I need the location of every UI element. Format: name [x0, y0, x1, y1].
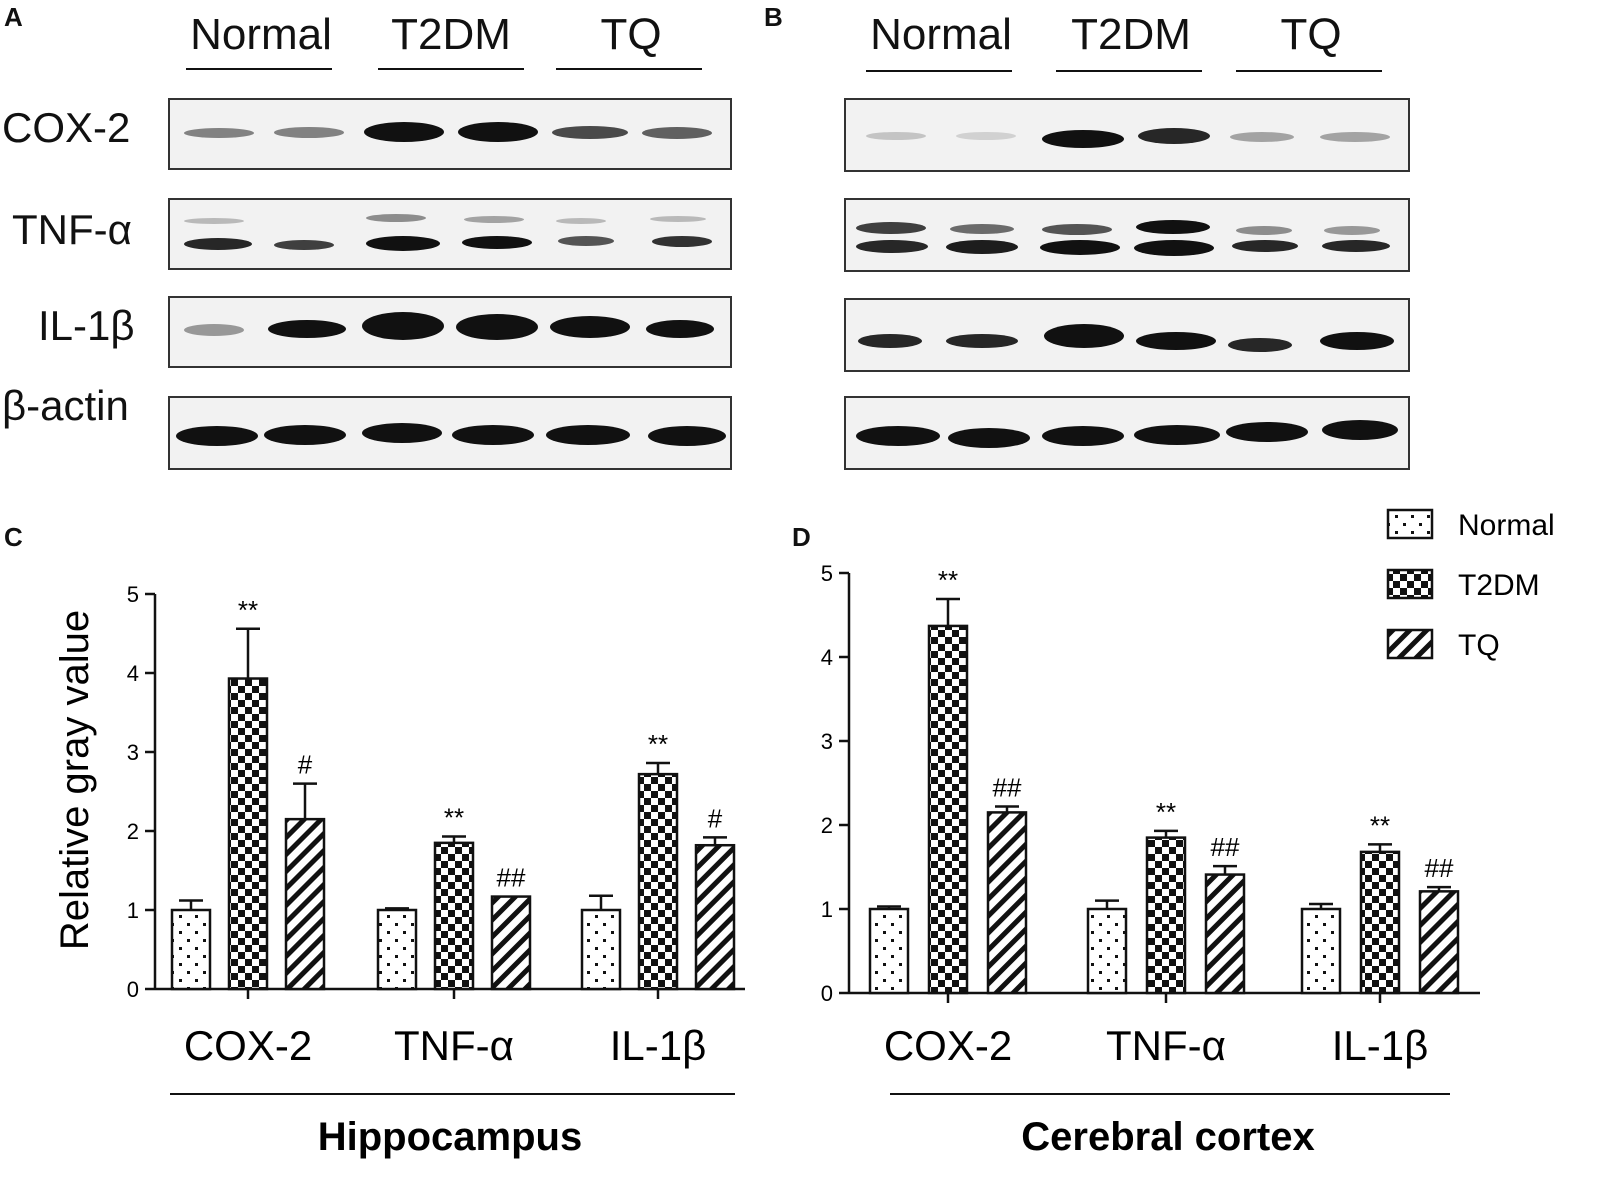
bar	[927, 624, 969, 995]
legend-swatch	[1386, 628, 1434, 660]
bar	[1418, 890, 1460, 995]
blot-strip-actin	[844, 396, 1410, 470]
bar	[868, 907, 910, 995]
blot-strip-tnf	[168, 198, 732, 270]
blot-group-line	[556, 68, 702, 70]
bar	[986, 811, 1028, 995]
bar	[1359, 850, 1401, 995]
y-tick-label: 4	[127, 661, 139, 686]
bar	[694, 843, 736, 991]
blot-label-tnf: TNF-α	[12, 206, 132, 253]
significance-mark: **	[444, 803, 464, 833]
y-tick-label: 3	[821, 729, 833, 754]
legend: Normal T2DM TQ	[1386, 508, 1555, 662]
significance-mark: ##	[993, 773, 1022, 803]
panel-label-d: D	[792, 522, 811, 552]
bar	[637, 772, 679, 991]
bar	[490, 895, 532, 991]
bar	[1204, 873, 1246, 995]
bar	[227, 677, 269, 991]
blot-group-line	[186, 68, 332, 70]
bar	[170, 908, 212, 991]
blot-group-label-tq: TQ	[1280, 10, 1342, 59]
panel-label-b: B	[764, 2, 783, 32]
x-category-label: COX-2	[184, 1022, 312, 1069]
x-category-label: TNF-α	[1106, 1022, 1226, 1069]
y-tick-label: 5	[821, 561, 833, 586]
blot-label-actin: β-actin	[2, 382, 129, 429]
blot-label-il1b: IL-1β	[38, 302, 135, 349]
significance-mark: **	[238, 595, 258, 625]
y-tick-label: 0	[127, 977, 139, 1002]
panel-label-c: C	[4, 522, 23, 552]
y-tick-label: 0	[821, 981, 833, 1006]
x-category-label: IL-1β	[610, 1022, 707, 1069]
legend-label: Normal	[1458, 509, 1555, 542]
blot-group-label-t2dm: T2DM	[391, 10, 511, 59]
blot-strip-actin	[168, 396, 732, 470]
legend-label: TQ	[1458, 629, 1500, 662]
x-category-label: TNF-α	[394, 1022, 514, 1069]
significance-mark: **	[1370, 810, 1390, 840]
bar	[580, 908, 622, 991]
bar	[433, 841, 475, 991]
legend-swatch	[1386, 508, 1434, 540]
y-tick-label: 2	[127, 819, 139, 844]
y-tick-label: 5	[127, 582, 139, 607]
legend-swatch	[1386, 568, 1434, 600]
blot-strip-cox2	[168, 98, 732, 170]
bar	[1300, 907, 1342, 995]
blot-group-line	[1236, 70, 1382, 72]
blot-strip-il1b	[844, 298, 1410, 372]
bar	[376, 908, 418, 991]
blot-group-line	[378, 68, 524, 70]
y-tick-label: 4	[821, 645, 833, 670]
blot-strip-tnf	[844, 198, 1410, 272]
y-tick-label: 1	[821, 897, 833, 922]
blot-group-line	[866, 70, 1012, 72]
significance-mark: **	[648, 729, 668, 759]
bar	[1086, 907, 1128, 995]
chart-cerebral-cortex: 0 1 2 3 4 5 COX-2 TNF-α IL-1β ** ** ** ## ## ## Cerebra…	[821, 561, 1480, 1159]
blot-strip-cox2	[844, 98, 1410, 172]
bar	[1145, 836, 1187, 995]
significance-mark: ##	[1425, 853, 1454, 883]
y-tick-label: 2	[821, 813, 833, 838]
blot-strip-il1b	[168, 296, 732, 368]
significance-mark: ##	[497, 863, 526, 893]
y-axis-title: Relative gray value	[53, 610, 97, 950]
blot-group-line	[1056, 70, 1202, 72]
panel-label-a: A	[4, 2, 23, 32]
blot-group-label-t2dm: T2DM	[1071, 10, 1191, 59]
blot-label-cox2: COX-2	[2, 104, 131, 151]
y-tick-label: 1	[127, 898, 139, 923]
significance-mark: #	[298, 750, 313, 780]
blot-group-label-normal: Normal	[190, 10, 332, 59]
legend-label: T2DM	[1458, 569, 1540, 602]
x-category-label: COX-2	[884, 1022, 1012, 1069]
bar	[284, 817, 326, 991]
significance-mark: #	[708, 803, 723, 833]
significance-mark: **	[938, 565, 958, 595]
blot-group-label-normal: Normal	[870, 10, 1012, 59]
significance-mark: **	[1156, 797, 1176, 827]
x-axis-title: Hippocampus	[318, 1115, 582, 1159]
significance-mark: ##	[1211, 832, 1240, 862]
y-tick-label: 3	[127, 740, 139, 765]
x-axis-title: Cerebral cortex	[1021, 1115, 1314, 1159]
blot-group-label-tq: TQ	[600, 10, 662, 59]
x-category-label: IL-1β	[1332, 1022, 1429, 1069]
